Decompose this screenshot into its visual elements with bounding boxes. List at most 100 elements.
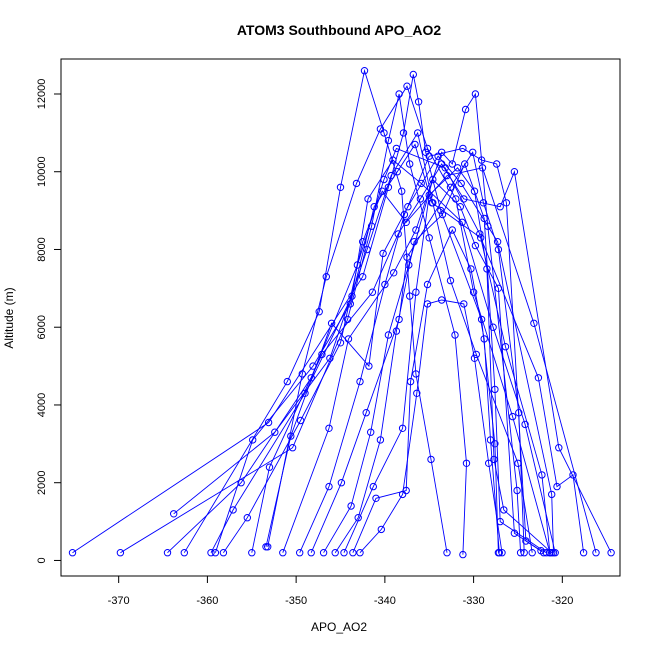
series-line	[214, 143, 585, 553]
data-point	[395, 315, 403, 324]
y-tick-label: 4000	[36, 393, 48, 417]
data-point	[362, 409, 370, 417]
data-point	[472, 350, 480, 359]
y-axis-label: Altitude (m)	[2, 287, 16, 348]
y-axis: 0 2000 4000 6000 8000 10000 12000	[36, 79, 62, 564]
data-point	[416, 195, 425, 203]
data-point	[542, 549, 551, 557]
data-point	[428, 199, 436, 207]
data-point	[501, 343, 510, 351]
data-point	[318, 350, 326, 359]
data-point	[384, 136, 393, 145]
data-point	[325, 424, 333, 432]
data-point	[423, 280, 432, 289]
data-point	[530, 319, 538, 327]
data-point	[480, 214, 488, 223]
x-tick-label: -320	[551, 595, 573, 607]
data-point	[359, 273, 367, 281]
data-point	[243, 514, 252, 522]
data-point	[412, 370, 420, 378]
data-point	[457, 179, 465, 188]
data-point	[478, 164, 487, 172]
data-point	[438, 296, 446, 304]
y-tick-label: 10000	[36, 156, 48, 187]
data-point	[467, 265, 475, 273]
data-point	[378, 187, 386, 195]
data-point	[325, 482, 333, 491]
data-point	[387, 171, 395, 180]
data-point	[498, 549, 506, 557]
data-point	[413, 389, 421, 397]
data-point	[548, 549, 556, 557]
data-point	[534, 374, 543, 382]
data-point	[443, 171, 451, 180]
data-point	[438, 160, 446, 168]
data-point	[319, 549, 328, 557]
data-point	[438, 148, 446, 157]
data-point	[381, 280, 389, 289]
data-point	[412, 288, 420, 296]
data-point	[459, 144, 467, 153]
data-point	[353, 261, 362, 269]
data-point	[343, 315, 352, 324]
data-point	[296, 549, 304, 557]
data-point	[271, 428, 279, 436]
data-point	[412, 226, 420, 234]
series-line	[173, 131, 533, 553]
data-point	[264, 418, 273, 427]
data-point	[411, 140, 419, 149]
data-point	[470, 187, 479, 195]
data-point	[356, 549, 364, 557]
y-tick-label: 2000	[36, 470, 48, 494]
data-point	[376, 436, 385, 444]
data-point	[502, 199, 511, 207]
data-point	[491, 440, 499, 448]
data-point	[469, 148, 477, 157]
data-point	[555, 444, 563, 452]
data-point	[211, 549, 220, 557]
data-point	[349, 549, 357, 557]
data-point	[496, 517, 504, 526]
data-point	[219, 549, 228, 557]
data-point	[490, 455, 498, 464]
plot-frame	[60, 58, 621, 577]
data-point	[336, 183, 345, 192]
data-point	[491, 385, 499, 394]
data-point	[521, 420, 529, 429]
data-point	[398, 424, 407, 432]
data-point	[248, 549, 256, 557]
data-point	[331, 549, 339, 557]
data-point	[367, 428, 375, 436]
data-point	[368, 288, 377, 296]
data-point	[309, 362, 317, 370]
data-point	[298, 370, 306, 378]
x-tick-label: -330	[463, 595, 485, 607]
series-line	[310, 151, 525, 553]
data-point	[514, 459, 522, 467]
data-point	[480, 335, 488, 343]
data-point	[392, 144, 401, 153]
data-point	[423, 144, 432, 153]
data-point	[377, 525, 385, 534]
data-point	[405, 261, 413, 269]
data-point	[398, 187, 406, 195]
data-point	[470, 354, 479, 362]
data-point	[438, 210, 447, 219]
data-point	[522, 537, 530, 545]
data-point	[307, 374, 315, 382]
data-point	[301, 389, 309, 397]
data-point	[279, 549, 287, 557]
data-point	[287, 432, 295, 440]
data-point	[347, 502, 355, 510]
data-point	[427, 455, 435, 464]
data-point	[528, 549, 536, 557]
data-point	[477, 315, 486, 324]
data-point	[360, 67, 369, 75]
y-tick-label: 6000	[36, 315, 48, 339]
data-point	[352, 179, 361, 188]
data-point	[462, 459, 471, 467]
x-axis-label: APO_AO2	[311, 620, 367, 634]
series-points	[68, 67, 615, 559]
data-point	[348, 292, 356, 300]
